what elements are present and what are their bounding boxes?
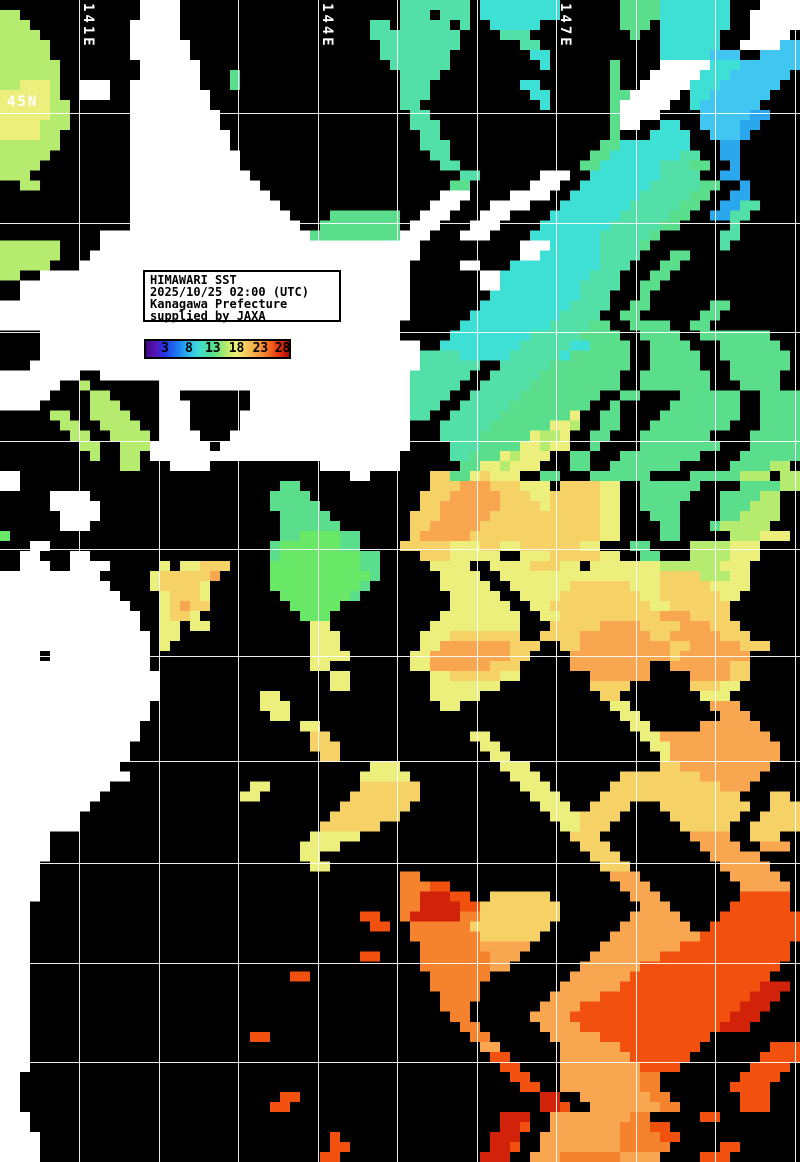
gridline-vertical	[795, 0, 796, 1162]
gridline-horizontal	[0, 223, 800, 224]
colorbar-gradient	[146, 341, 289, 357]
gridline-vertical	[477, 0, 478, 1162]
gridline-horizontal	[0, 656, 800, 657]
gridline-horizontal	[0, 441, 800, 442]
colorbar-tick: 3	[161, 341, 169, 356]
temperature-colorbar: 3 8 13 18 23 28	[144, 339, 291, 359]
gridline-horizontal	[0, 332, 800, 333]
gridline-vertical	[79, 0, 80, 1162]
colorbar-tick: 8	[184, 341, 193, 356]
info-line-source: supplied by JAXA	[150, 309, 266, 323]
gridline-horizontal	[0, 863, 800, 864]
gridline-vertical	[238, 0, 239, 1162]
gridline-vertical	[556, 0, 557, 1162]
colorbar-tick: 23	[252, 341, 269, 356]
colorbar-tick: 28	[274, 341, 291, 356]
gridline-vertical	[636, 0, 637, 1162]
longitude-label: 147E	[557, 3, 573, 49]
gridline-vertical	[159, 0, 160, 1162]
info-box: HIMAWARI SST 2025/10/25 02:00 (UTC) Kana…	[143, 270, 341, 322]
gridline-horizontal	[0, 761, 800, 762]
info-line-recipient: Kanagawa Prefecture	[150, 297, 288, 311]
longitude-label: 141E	[80, 3, 96, 49]
info-line-product: HIMAWARI SST	[150, 273, 237, 287]
gridline-vertical	[318, 0, 319, 1162]
gridline-vertical	[715, 0, 716, 1162]
gridline-horizontal	[0, 963, 800, 964]
gridline-horizontal	[0, 113, 800, 114]
latitude-label-45n: 45N	[7, 94, 39, 110]
gridline-vertical	[397, 0, 398, 1162]
info-line-datetime: 2025/10/25 02:00 (UTC)	[150, 285, 309, 299]
gridline-horizontal	[0, 549, 800, 550]
gridline-horizontal	[0, 1062, 800, 1063]
longitude-label: 144E	[319, 3, 335, 49]
colorbar-tick: 13	[204, 341, 221, 356]
colorbar-tick: 18	[228, 341, 245, 356]
